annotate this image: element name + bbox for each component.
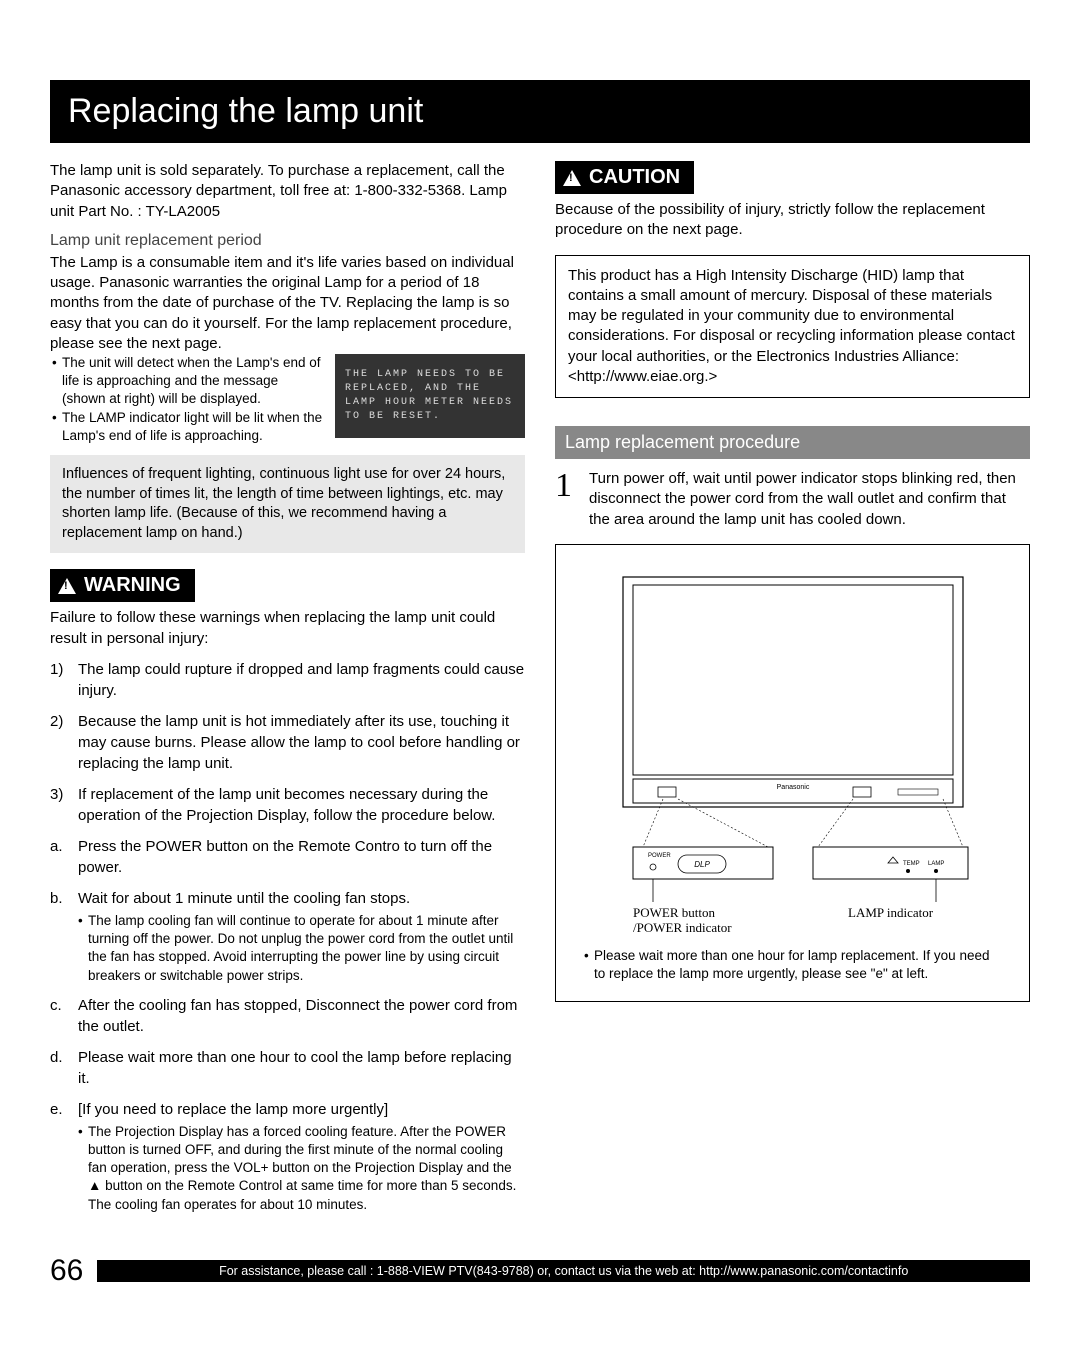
power-button-label-1: POWER button	[633, 905, 715, 920]
tv-svg: Panasonic POWER DLP	[603, 567, 983, 937]
power-button-label-2: /POWER indicator	[633, 920, 732, 935]
period-text: The Lamp is a consumable item and it's l…	[50, 253, 525, 354]
detect-bullets: The unit will detect when the Lamp's end…	[50, 354, 323, 445]
step-1-text: Turn power off, wait until power indicat…	[589, 469, 1030, 530]
right-column: CAUTION Because of the possibility of in…	[555, 161, 1030, 1224]
warn-item-3: 3)If replacement of the lamp unit become…	[50, 784, 525, 826]
dlp-text: DLP	[694, 860, 710, 869]
lamp-text: LAMP	[928, 861, 944, 867]
alpha-list: a.Press the POWER button on the Remote C…	[50, 836, 525, 1214]
alpha-c: c.After the cooling fan has stopped, Dis…	[50, 995, 525, 1037]
page-footer: 66 For assistance, please call : 1-888-V…	[50, 1254, 1030, 1288]
brand-label: Panasonic	[776, 784, 809, 791]
warning-badge: WARNING	[50, 569, 195, 602]
detect-bullet-1: The LAMP indicator light will be lit whe…	[52, 409, 323, 445]
step-1: 1 Turn power off, wait until power indic…	[555, 469, 1030, 530]
caution-label: CAUTION	[589, 166, 680, 189]
left-column: The lamp unit is sold separately. To pur…	[50, 161, 525, 1224]
tv-diagram: Panasonic POWER DLP	[555, 544, 1030, 1002]
procedure-heading: Lamp replacement procedure	[555, 426, 1030, 459]
influences-note: Influences of frequent lighting, continu…	[50, 455, 525, 553]
caution-triangle-icon	[563, 170, 581, 186]
warning-intro: Failure to follow these warnings when re…	[50, 608, 525, 649]
hid-disposal-box: This product has a High Intensity Discha…	[555, 255, 1030, 399]
warning-label: WARNING	[84, 574, 181, 597]
alpha-a: a.Press the POWER button on the Remote C…	[50, 836, 525, 878]
step-1-number: 1	[555, 469, 579, 503]
page-title: Replacing the lamp unit	[50, 80, 1030, 143]
power-text: POWER	[648, 853, 671, 859]
caution-badge: CAUTION	[555, 161, 694, 194]
detect-bullet-0: The unit will detect when the Lamp's end…	[52, 354, 323, 409]
caution-intro: Because of the possibility of injury, st…	[555, 200, 1030, 241]
alpha-b: b.Wait for about 1 minute until the cool…	[50, 888, 525, 985]
alpha-e: e.[If you need to replace the lamp more …	[50, 1099, 525, 1214]
lcd-message-box: THE LAMP NEEDS TO BE REPLACED, AND THE L…	[335, 354, 525, 438]
page-number: 66	[50, 1254, 83, 1288]
footer-bar: For assistance, please call : 1-888-VIEW…	[97, 1260, 1030, 1282]
warn-item-1: 1)The lamp could rupture if dropped and …	[50, 659, 525, 701]
warning-list: 1)The lamp could rupture if dropped and …	[50, 659, 525, 826]
lamp-indicator-label: LAMP indicator	[848, 905, 934, 920]
warn-item-2: 2)Because the lamp unit is hot immediate…	[50, 711, 525, 774]
alpha-b-sub: The lamp cooling fan will continue to op…	[78, 912, 525, 985]
warning-triangle-icon	[58, 578, 76, 594]
intro-text: The lamp unit is sold separately. To pur…	[50, 161, 525, 222]
alpha-d: d.Please wait more than one hour to cool…	[50, 1047, 525, 1089]
diagram-note: Please wait more than one hour for lamp …	[584, 947, 1001, 983]
alpha-e-sub: The Projection Display has a forced cool…	[78, 1123, 525, 1214]
temp-text: TEMP	[903, 861, 920, 867]
period-heading: Lamp unit replacement period	[50, 232, 525, 250]
